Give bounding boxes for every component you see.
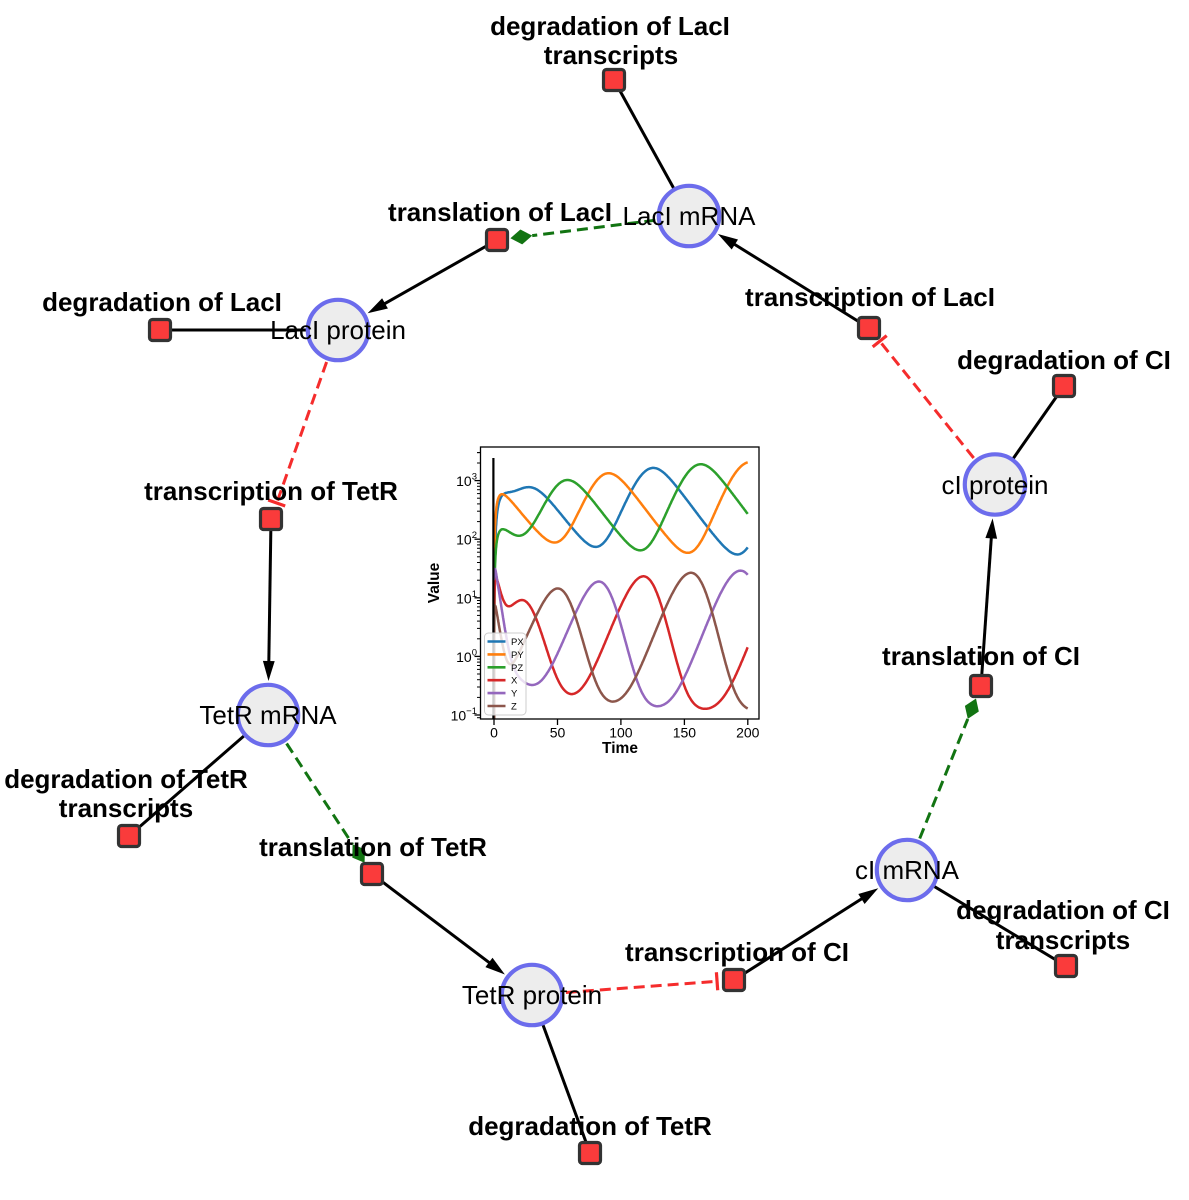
svg-text:translation of TetR: translation of TetR (259, 832, 487, 862)
svg-text:cI protein: cI protein (942, 470, 1049, 500)
svg-text:150: 150 (673, 725, 697, 741)
svg-text:PX: PX (511, 637, 524, 648)
svg-text:degradation of TetR: degradation of TetR (4, 764, 248, 794)
svg-text:degradation of LacI: degradation of LacI (490, 11, 730, 41)
svg-text:Time: Time (602, 740, 638, 757)
svg-text:Z: Z (511, 702, 517, 713)
svg-text:degradation of CI: degradation of CI (956, 895, 1170, 925)
svg-text:100: 100 (609, 725, 633, 741)
svg-text:200: 200 (736, 725, 760, 741)
svg-text:transcripts: transcripts (996, 925, 1130, 955)
svg-text:degradation of CI: degradation of CI (957, 345, 1171, 375)
svg-text:cI mRNA: cI mRNA (855, 855, 960, 885)
svg-text:102: 102 (456, 530, 477, 548)
svg-text:100: 100 (456, 647, 477, 665)
svg-text:translation of LacI: translation of LacI (388, 197, 612, 227)
svg-text:Value: Value (426, 562, 443, 603)
svg-text:LacI protein: LacI protein (270, 315, 406, 345)
svg-text:PY: PY (511, 650, 524, 661)
svg-text:transcription of TetR: transcription of TetR (144, 476, 398, 506)
svg-text:50: 50 (550, 725, 566, 741)
svg-text:degradation of TetR: degradation of TetR (468, 1111, 712, 1141)
svg-text:PZ: PZ (511, 663, 523, 674)
svg-text:transcripts: transcripts (59, 793, 193, 823)
svg-text:TetR protein: TetR protein (462, 980, 602, 1010)
svg-text:LacI mRNA: LacI mRNA (623, 201, 757, 231)
svg-text:translation of CI: translation of CI (882, 641, 1080, 671)
svg-text:degradation of LacI: degradation of LacI (42, 287, 282, 317)
svg-text:103: 103 (456, 472, 477, 490)
svg-text:TetR mRNA: TetR mRNA (199, 700, 337, 730)
svg-text:Y: Y (511, 689, 518, 700)
svg-text:transcription of CI: transcription of CI (625, 937, 849, 967)
svg-text:transcripts: transcripts (544, 40, 678, 70)
svg-text:X: X (511, 676, 518, 687)
svg-text:101: 101 (456, 589, 477, 607)
svg-text:0: 0 (490, 725, 498, 741)
svg-text:10−1: 10−1 (451, 706, 477, 724)
svg-text:transcription of LacI: transcription of LacI (745, 282, 995, 312)
